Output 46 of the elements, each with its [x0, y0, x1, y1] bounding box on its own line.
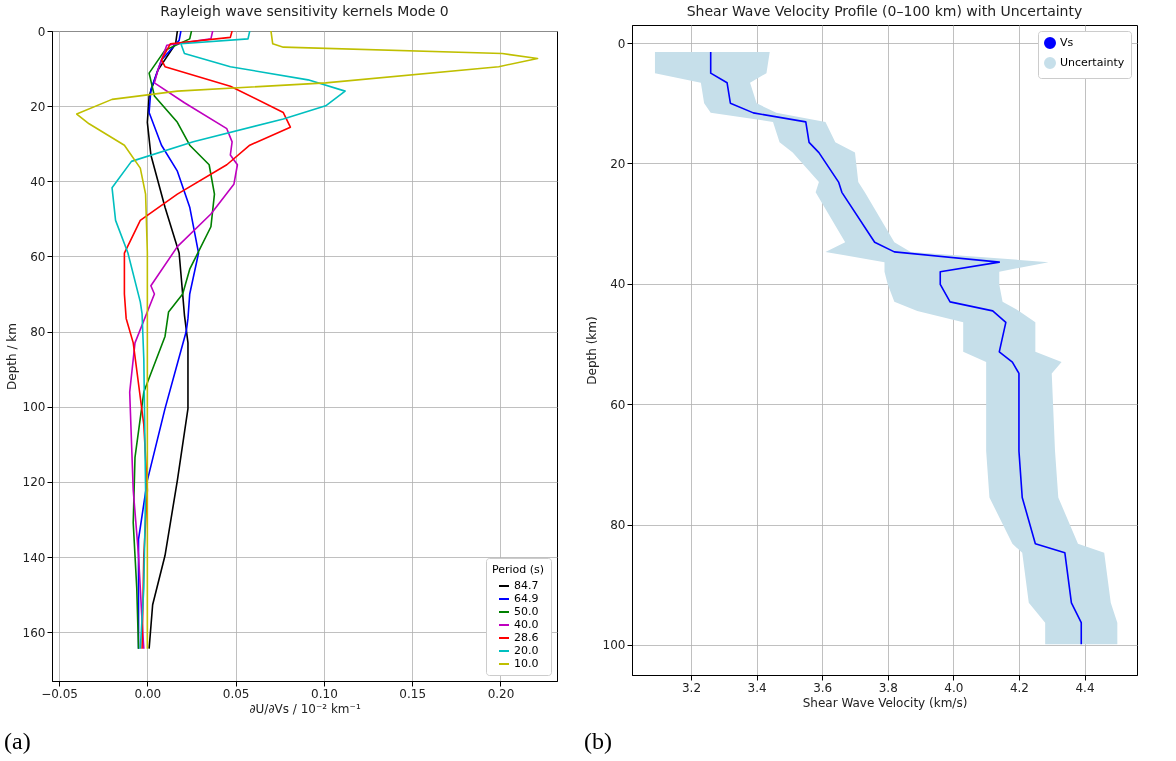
y-tick-label: 60 [30, 249, 46, 264]
y-tick-label: 20 [30, 99, 46, 114]
legend-label: 64.9 [514, 592, 539, 605]
y-tick-label: 100 [602, 638, 626, 653]
legend-label: 20.0 [514, 644, 539, 657]
x-tick-label: −0.05 [41, 686, 78, 701]
y-tick-label: 40 [610, 277, 626, 292]
y-tick-label: 20 [610, 156, 626, 171]
x-tick-label: 0.15 [399, 686, 427, 701]
text: (a) [4, 728, 31, 755]
x-tick-label: 0.10 [311, 686, 338, 701]
x-tick-label: 0.20 [487, 686, 515, 701]
y-tick-label: 100 [22, 400, 46, 415]
x-axis-title: ∂U/∂Vs / 10⁻² km⁻¹ [249, 701, 361, 716]
legend-label: 28.6 [514, 631, 539, 644]
text: (b) [584, 728, 612, 755]
y-tick-label: 80 [610, 518, 626, 533]
x-tick-label: 4.2 [1009, 680, 1029, 695]
y-tick-label: 40 [30, 174, 46, 189]
y-tick-label: 0 [37, 24, 46, 39]
legend-label: 10.0 [514, 657, 539, 670]
chart-title: Rayleigh wave sensitivity kernels Mode 0 [160, 3, 449, 19]
legend-label: Uncertainty [1060, 56, 1125, 69]
x-tick-label: 3.8 [878, 680, 898, 695]
legend-label: 50.0 [514, 605, 539, 618]
legend-title: Period (s) [491, 563, 545, 576]
x-tick-label: 0.00 [134, 686, 162, 701]
x-tick-label: 3.2 [681, 680, 702, 695]
y-axis-title: Depth / km [4, 323, 19, 390]
y-axis-title: Depth (km) [584, 316, 599, 385]
y-tick-label: 160 [22, 625, 46, 640]
x-tick-label: 3.6 [813, 680, 833, 695]
y-tick-label: 0 [617, 36, 626, 51]
x-tick-label: 3.4 [747, 680, 767, 695]
x-tick-label: 4.0 [944, 680, 964, 695]
y-tick-label: 140 [22, 550, 46, 565]
x-axis-title: Shear Wave Velocity (km/s) [802, 695, 968, 710]
y-tick-label: 60 [610, 397, 626, 412]
x-tick-label: 4.4 [1075, 680, 1095, 695]
legend-label: Vs [1060, 36, 1074, 49]
legend-label: 40.0 [514, 618, 539, 631]
legend-label: 84.7 [514, 579, 539, 592]
chart-title: Shear Wave Velocity Profile (0–100 km) with Uncertainty [686, 3, 1083, 19]
y-tick-label: 80 [30, 325, 46, 340]
y-tick-label: 120 [22, 475, 46, 490]
x-tick-label: 0.05 [222, 686, 250, 701]
